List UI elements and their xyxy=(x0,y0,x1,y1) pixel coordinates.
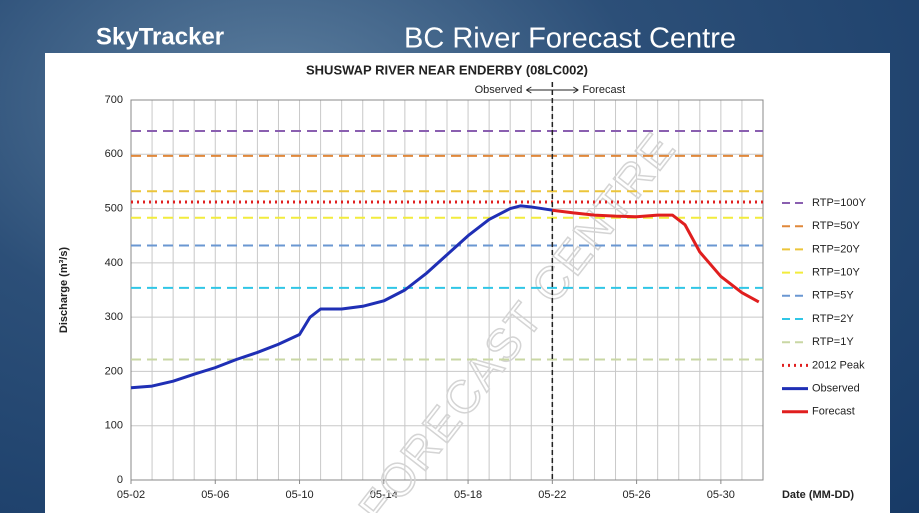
y-tick-label: 300 xyxy=(105,311,123,323)
legend-label: RTP=10Y xyxy=(812,267,860,279)
y-tick-label: 500 xyxy=(105,202,123,214)
legend-label: RTP=1Y xyxy=(812,336,854,348)
y-tick-label: 600 xyxy=(105,148,123,160)
divider-arrow xyxy=(526,86,579,94)
brand: SkyTracker xyxy=(96,23,224,50)
y-tick-label: 100 xyxy=(105,420,123,432)
x-tick-label: 05-02 xyxy=(117,489,145,501)
y-axis-label: Discharge (m³/s) xyxy=(58,247,70,334)
series-line xyxy=(130,204,553,390)
y-tick-label: 700 xyxy=(105,94,123,106)
plot-border xyxy=(130,99,764,481)
x-tick-label: 05-06 xyxy=(201,489,229,501)
x-tick-label: 05-18 xyxy=(454,489,482,501)
y-tick-label: 400 xyxy=(105,257,123,269)
legend-label: RTP=5Y xyxy=(812,290,854,302)
x-axis-label: Date (MM-DD) xyxy=(782,489,854,501)
legend-label: RTP=2Y xyxy=(812,313,854,325)
series-line xyxy=(552,208,760,304)
y-tick-label: 0 xyxy=(117,474,123,486)
divider-left-label: Observed xyxy=(475,84,523,96)
x-tick-label: 05-10 xyxy=(285,489,313,501)
x-tick-label: 05-26 xyxy=(623,489,651,501)
y-tick-label: 200 xyxy=(105,365,123,377)
legend-label: 2012 Peak xyxy=(812,359,865,371)
divider-right-label: Forecast xyxy=(582,84,625,96)
legend-label: RTP=50Y xyxy=(812,220,860,232)
legend-label: Forecast xyxy=(812,406,855,418)
legend-label: Observed xyxy=(812,383,860,395)
x-tick-label: 05-22 xyxy=(538,489,566,501)
panel xyxy=(45,53,890,513)
legend-label: RTP=20Y xyxy=(812,243,860,255)
legend-label: RTP=100Y xyxy=(812,197,867,209)
x-tick-label: 05-14 xyxy=(370,489,398,501)
chart-title: SHUSWAP RIVER NEAR ENDERBY (08LC002) xyxy=(306,62,588,77)
channel-title: BC River Forecast Centre xyxy=(404,23,736,55)
x-tick-label: 05-30 xyxy=(707,489,735,501)
